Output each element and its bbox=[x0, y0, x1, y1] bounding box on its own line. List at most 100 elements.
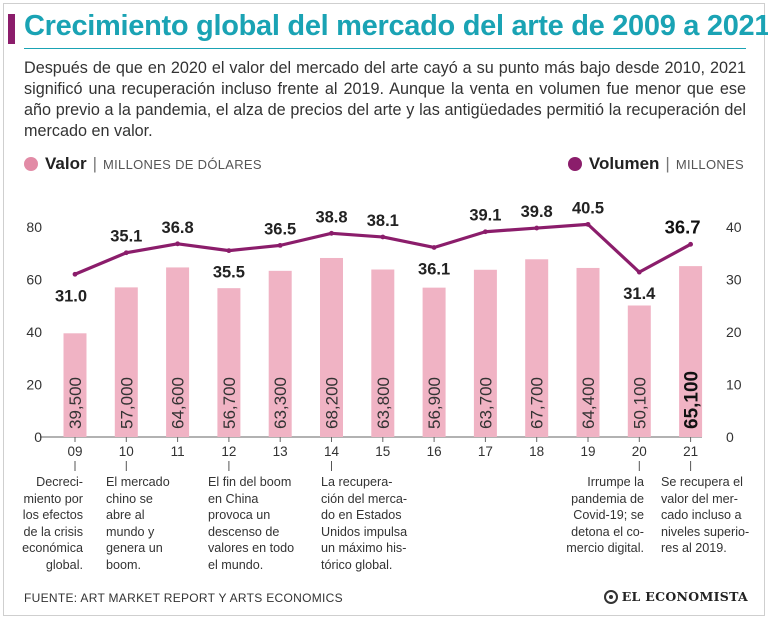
volume-point bbox=[329, 230, 334, 236]
value-bar bbox=[268, 270, 292, 437]
bar-value-label: 56,900 bbox=[425, 377, 444, 429]
volume-value-label: 38.1 bbox=[367, 212, 399, 230]
annotation-09: Decreci- miento por los efectos de la cr… bbox=[22, 475, 83, 572]
x-axis-tick-label: 21 bbox=[683, 444, 698, 459]
bar-value-label: 56,700 bbox=[220, 377, 239, 429]
volumen-legend-separator: | bbox=[665, 154, 670, 173]
volume-value-label: 36.7 bbox=[665, 216, 701, 237]
logo-icon bbox=[603, 589, 618, 604]
publisher-logo: EL ECONOMISTA bbox=[603, 589, 748, 604]
volume-point bbox=[431, 245, 437, 250]
x-axis-tick-label: 12 bbox=[221, 444, 236, 459]
bar-value-label: 65,100 bbox=[682, 371, 703, 429]
x-axis-tick-label: 20 bbox=[632, 444, 647, 459]
volume-value-label: 31.4 bbox=[623, 285, 656, 303]
x-axis-tick-label: 13 bbox=[273, 444, 288, 459]
valor-legend-label: Valor bbox=[45, 154, 87, 173]
volume-value-label: 36.5 bbox=[264, 220, 296, 238]
bar-value-label: 63,300 bbox=[271, 377, 290, 429]
x-axis-tick-label: 18 bbox=[529, 444, 544, 459]
source-note: FUENTE: ART MARKET REPORT Y ARTS ECONOMI… bbox=[24, 591, 343, 605]
bar-value-label: 63,800 bbox=[374, 377, 393, 429]
x-axis-tick-label: 15 bbox=[375, 444, 390, 459]
valor-legend-dot bbox=[24, 157, 38, 171]
left-axis-tick: 0 bbox=[34, 429, 42, 445]
volume-value-label: 36.1 bbox=[418, 260, 450, 278]
volume-point bbox=[123, 250, 129, 256]
bar-value-label: 64,600 bbox=[169, 377, 188, 429]
volume-point bbox=[585, 221, 591, 227]
volume-point bbox=[688, 241, 693, 247]
valor-legend-separator: | bbox=[92, 154, 98, 173]
volume-value-label: 35.1 bbox=[110, 228, 142, 246]
x-axis-tick-label: 17 bbox=[478, 444, 493, 459]
bar-value-label: 68,200 bbox=[323, 377, 342, 429]
x-axis-tick-label: 09 bbox=[67, 444, 82, 459]
value-bar bbox=[217, 288, 241, 437]
volume-point bbox=[226, 248, 232, 254]
volume-point bbox=[175, 241, 181, 247]
value-bar bbox=[166, 267, 190, 437]
bar-value-label: 57,000 bbox=[117, 377, 136, 429]
bar-value-label: 50,100 bbox=[630, 377, 649, 429]
annotation-10: El mercado chino se abre al mundo y gene… bbox=[106, 475, 170, 572]
volume-value-label: 31.0 bbox=[55, 287, 87, 305]
intro-text: Después de que en 2020 el valor del merc… bbox=[24, 59, 746, 140]
value-bar bbox=[63, 333, 87, 437]
left-axis-tick: 20 bbox=[26, 377, 42, 393]
bar-value-label: 63,700 bbox=[476, 377, 495, 429]
volume-point bbox=[72, 271, 78, 277]
volume-value-label: 39.8 bbox=[521, 203, 553, 221]
volume-value-label: 36.8 bbox=[162, 219, 194, 237]
volumen-legend-unit: MILLONES bbox=[675, 156, 744, 172]
right-axis-tick: 40 bbox=[726, 219, 742, 235]
right-axis-tick: 30 bbox=[726, 272, 742, 288]
x-axis-tick-label: 11 bbox=[171, 444, 185, 459]
value-bar bbox=[576, 267, 600, 437]
logo-text: EL ECONOMISTA bbox=[621, 589, 748, 604]
volumen-legend-dot bbox=[567, 157, 582, 171]
annotation-20: Irrumpe la pandemia de Covid-19; se deto… bbox=[566, 475, 644, 555]
title-underline bbox=[24, 48, 746, 49]
valor-legend-unit: MILLONES DE DÓLARES bbox=[103, 156, 262, 172]
left-axis-tick: 60 bbox=[26, 272, 42, 288]
right-axis-tick: 20 bbox=[726, 324, 742, 340]
chart-area: 0 20 40 60 80 0 10 20 30 40 39,500 57,000 64,600 56,7… bbox=[26, 199, 742, 471]
value-bar bbox=[422, 287, 446, 437]
right-axis-tick: 0 bbox=[726, 429, 734, 445]
volume-point bbox=[380, 234, 386, 240]
volumen-legend-label: Volumen bbox=[588, 154, 660, 173]
annotation-14: La recupera- ción del merca- do en Estad… bbox=[321, 475, 408, 572]
value-bar bbox=[371, 269, 395, 437]
annotation-12: El fin del boom en China provoca un desc… bbox=[208, 475, 295, 572]
volume-value-label: 35.5 bbox=[213, 264, 245, 282]
x-axis-tick-label: 19 bbox=[580, 444, 595, 459]
volume-point bbox=[277, 242, 283, 248]
page-title: Crecimiento global del mercado del arte … bbox=[24, 10, 768, 42]
volume-value-label: 40.5 bbox=[572, 199, 604, 217]
title-accent-bar bbox=[8, 14, 15, 44]
bar-value-label: 64,400 bbox=[579, 377, 598, 429]
right-axis-tick: 10 bbox=[726, 377, 742, 393]
volume-point bbox=[483, 229, 488, 235]
value-bar bbox=[320, 257, 343, 437]
annotation-21: Se recupera el valor del mer- cado inclu… bbox=[661, 475, 750, 555]
volume-point bbox=[636, 269, 642, 275]
bar-value-label: 67,700 bbox=[528, 377, 547, 429]
left-axis-tick: 40 bbox=[26, 324, 42, 340]
left-axis-tick: 80 bbox=[26, 219, 42, 235]
bar-value-label: 39,500 bbox=[66, 377, 85, 429]
value-bar bbox=[114, 287, 138, 437]
value-bar bbox=[679, 266, 703, 437]
value-bar bbox=[525, 259, 549, 437]
volume-point bbox=[534, 225, 540, 231]
x-axis-tick-label: 16 bbox=[427, 444, 442, 459]
value-bar bbox=[627, 305, 651, 437]
legend-valor: Valor | MILLONES DE DÓLARES bbox=[24, 154, 262, 174]
x-axis-tick-label: 14 bbox=[324, 444, 340, 459]
legend-volumen: Volumen | MILLONES bbox=[567, 154, 744, 174]
volume-value-label: 39.1 bbox=[469, 207, 501, 225]
volume-value-label: 38.8 bbox=[315, 208, 347, 226]
x-axis-tick-label: 10 bbox=[119, 444, 134, 459]
value-bar bbox=[473, 269, 497, 437]
